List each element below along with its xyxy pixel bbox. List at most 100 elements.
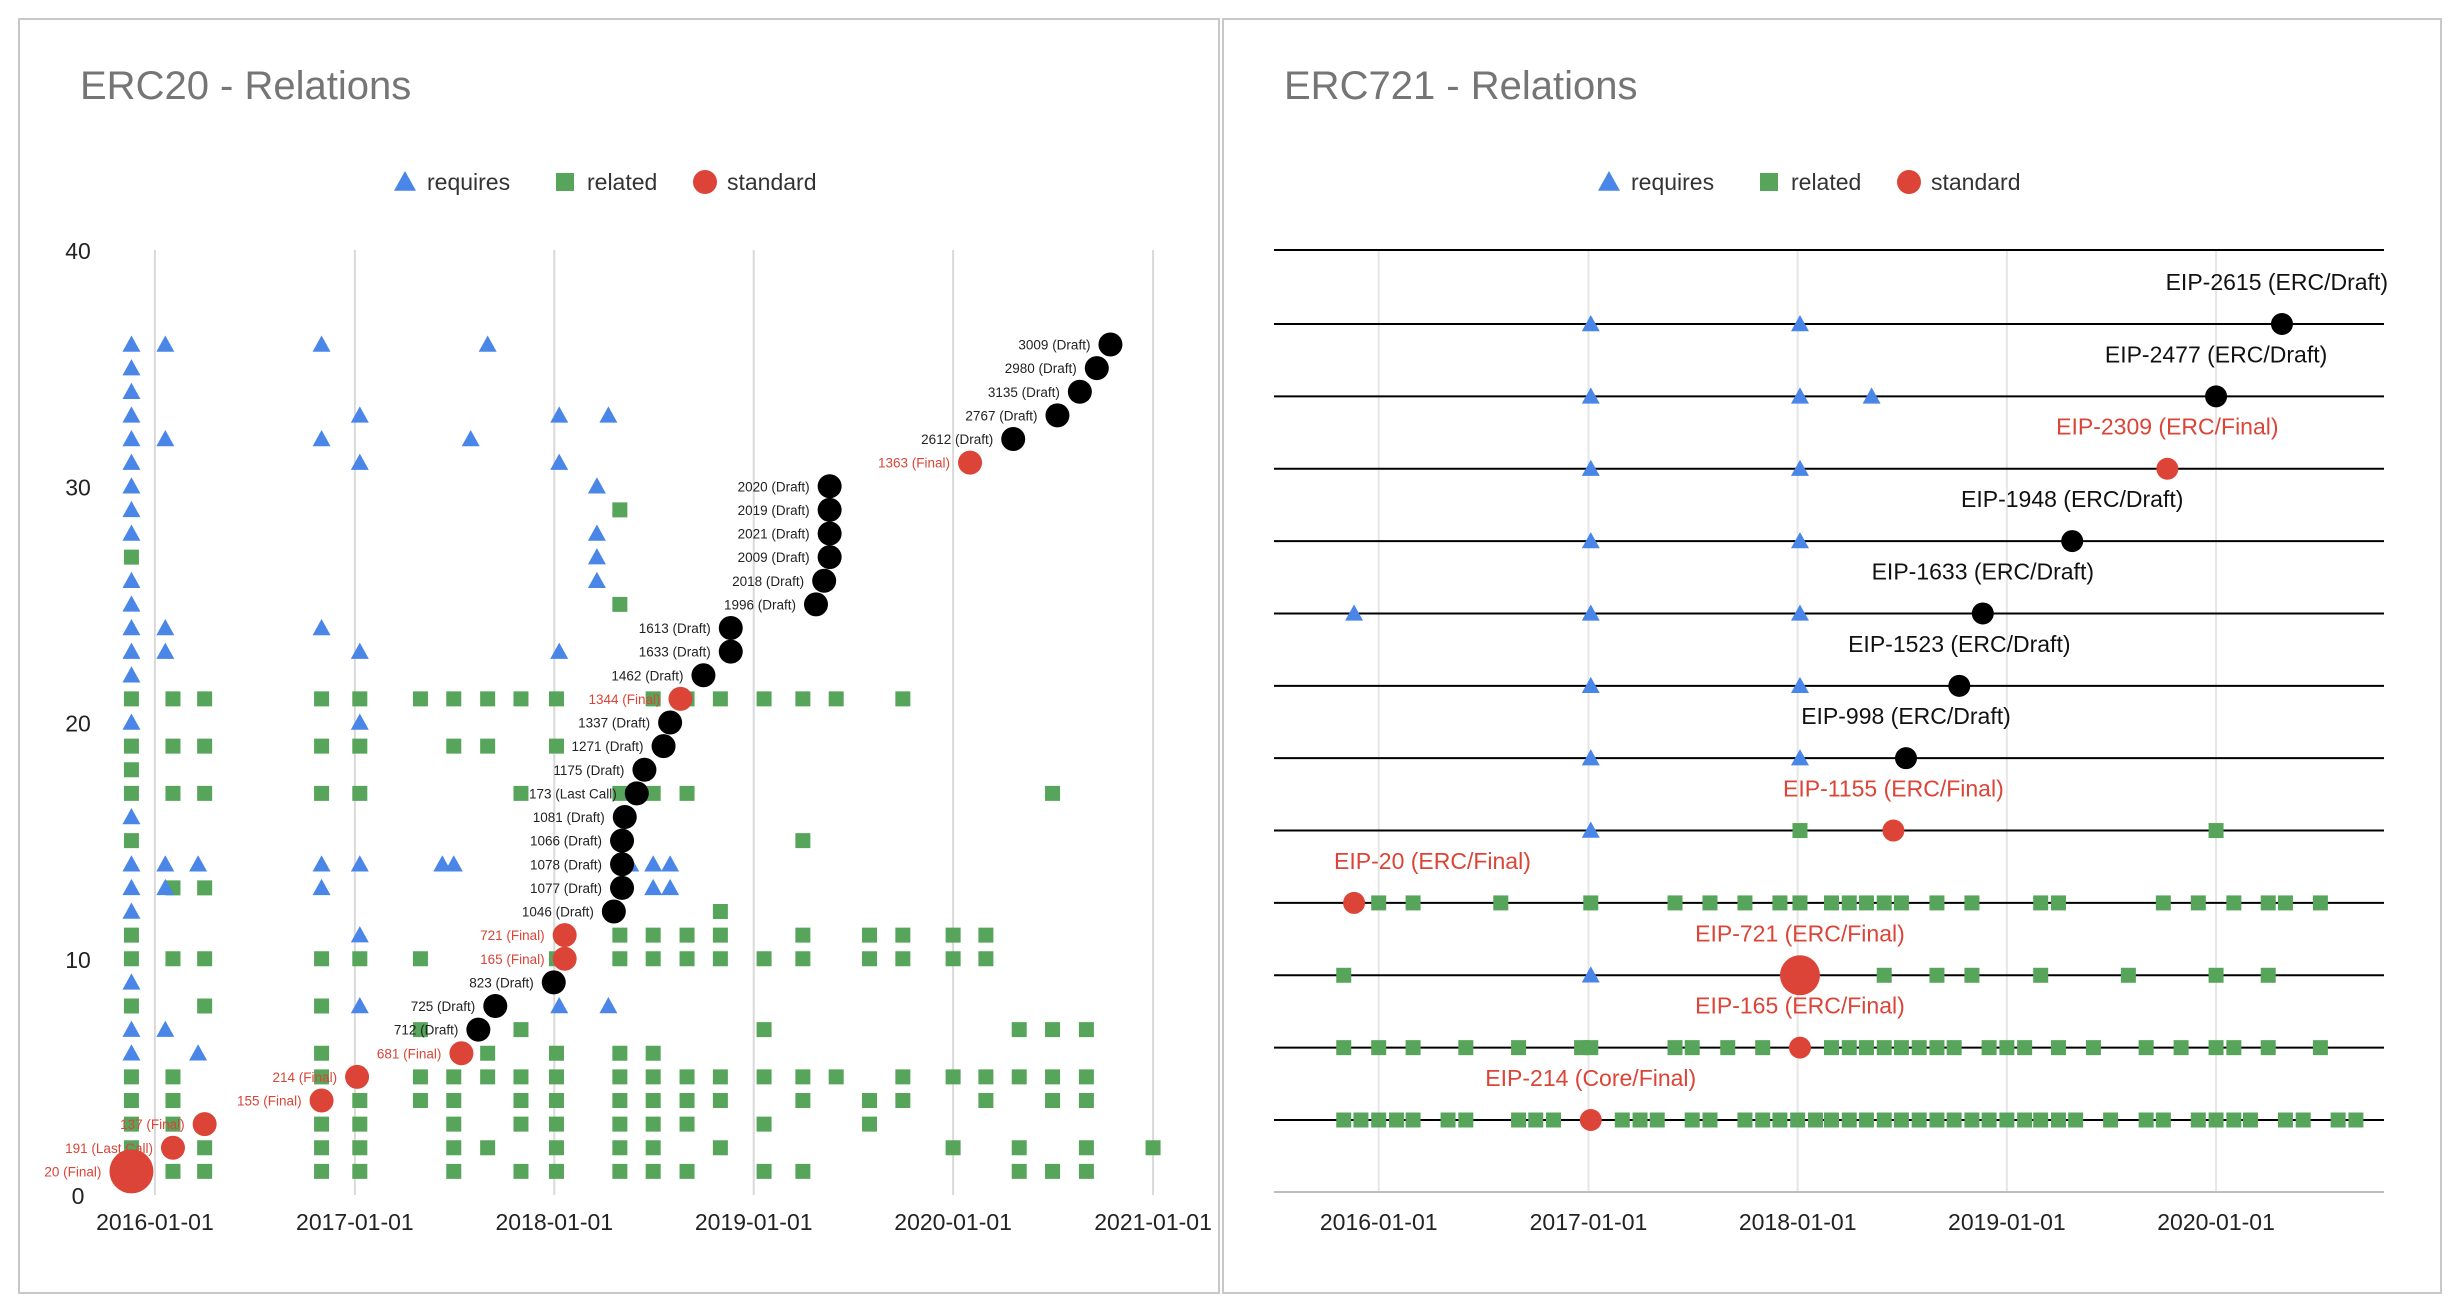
related-marker (352, 738, 368, 754)
related-marker (123, 762, 139, 778)
requires-marker (587, 548, 606, 565)
related-marker (123, 951, 139, 967)
standard-label: EIP-1523 (ERC/Draft) (1848, 631, 2070, 657)
related-marker (314, 691, 330, 707)
standard-label: 1078 (Draft) (530, 857, 602, 872)
standard-label: 681 (Final) (377, 1046, 442, 1061)
related-marker (2226, 1040, 2242, 1056)
related-marker (2260, 1040, 2276, 1056)
requires-marker (599, 406, 618, 423)
related-marker (679, 1163, 695, 1179)
related-marker (1336, 967, 1352, 983)
related-marker (446, 1140, 462, 1156)
related-marker (1702, 1112, 1718, 1128)
related-marker (412, 1069, 428, 1085)
related-marker (2330, 1112, 2346, 1128)
standard-label: 1462 (Draft) (611, 668, 683, 683)
related-marker (2138, 1040, 2154, 1056)
related-marker (612, 1093, 628, 1108)
related-marker (352, 691, 368, 707)
related-marker (2277, 895, 2293, 911)
related-marker (1336, 1040, 1352, 1056)
standard-label: EIP-20 (ERC/Final) (1334, 848, 1531, 874)
requires-marker (1790, 676, 1809, 694)
related-marker (513, 1163, 529, 1179)
related-marker (679, 951, 695, 967)
related-marker (1999, 1112, 2015, 1128)
requires-marker (644, 855, 663, 872)
related-marker (2017, 1112, 2033, 1128)
standard-label: 1077 (Draft) (530, 881, 602, 896)
related-marker (1792, 895, 1808, 911)
requires-marker (312, 430, 331, 447)
related-marker (2085, 1040, 2101, 1056)
requires-marker (156, 335, 175, 352)
requires-marker (156, 878, 175, 896)
related-marker (2277, 1112, 2293, 1128)
related-marker (1911, 1112, 1927, 1128)
related-marker (2103, 1112, 2119, 1128)
related-marker (2190, 895, 2206, 911)
standard-marker (803, 592, 828, 617)
related-marker (795, 1163, 811, 1179)
related-marker (2033, 967, 2049, 983)
related-marker (1929, 967, 1945, 983)
related-marker (2050, 1112, 2066, 1128)
related-marker (895, 1093, 911, 1108)
requires-marker (156, 1020, 175, 1037)
related-marker (2208, 967, 2224, 983)
related-marker (352, 1093, 368, 1108)
standard-marker (632, 757, 657, 782)
related-marker (513, 1116, 529, 1132)
related-marker (1388, 1112, 1404, 1128)
related-marker (1876, 1040, 1892, 1056)
related-marker (2033, 1112, 2049, 1128)
erc20-chart: requires related standard 2016-01-01 2017-01… (44, 169, 1211, 1235)
standard-marker (1098, 332, 1123, 357)
standard-marker (817, 497, 842, 522)
related-marker (2260, 895, 2276, 911)
related-marker (548, 738, 564, 754)
requires-marker (122, 973, 141, 990)
standard-marker (817, 545, 842, 570)
related-marker (197, 1163, 213, 1179)
requires-marker (122, 666, 141, 683)
related-marker (513, 785, 529, 801)
standard-legend-marker (1897, 170, 1921, 194)
standard-marker (668, 686, 693, 711)
related-marker (1511, 1112, 1527, 1128)
related-marker (197, 785, 213, 801)
related-marker (679, 785, 695, 801)
related-marker (645, 1069, 661, 1085)
x-tick-label: 2020-01-01 (2157, 1209, 2275, 1235)
related-marker (795, 691, 811, 707)
related-marker (412, 1022, 428, 1038)
standard-label: 2021 (Draft) (738, 527, 810, 542)
related-marker (548, 1093, 564, 1108)
legend-label: standard (727, 169, 817, 195)
related-marker (1772, 895, 1788, 911)
related-marker (645, 1045, 661, 1061)
related-marker (1078, 1022, 1094, 1038)
related-marker (1667, 1040, 1683, 1056)
related-marker (123, 738, 139, 754)
related-marker (2173, 1040, 2189, 1056)
related-marker (197, 880, 213, 896)
related-marker (978, 951, 994, 967)
related-marker (165, 785, 181, 801)
standard-label: EIP-2615 (ERC/Draft) (2166, 269, 2388, 295)
requires-marker (122, 878, 141, 896)
related-marker (645, 785, 661, 801)
standard-marker (658, 710, 683, 735)
related-marker (1078, 1163, 1094, 1179)
related-marker (1583, 895, 1599, 911)
x-tick-label: 2019-01-01 (695, 1209, 813, 1235)
standard-label: 2767 (Draft) (965, 408, 1037, 423)
requires-marker (661, 878, 680, 896)
standard-label: 823 (Draft) (469, 975, 534, 990)
related-marker (197, 1140, 213, 1156)
requires-marker (587, 571, 606, 588)
related-marker (2226, 895, 2242, 911)
related-marker (756, 1022, 772, 1038)
related-marker (1823, 1040, 1839, 1056)
